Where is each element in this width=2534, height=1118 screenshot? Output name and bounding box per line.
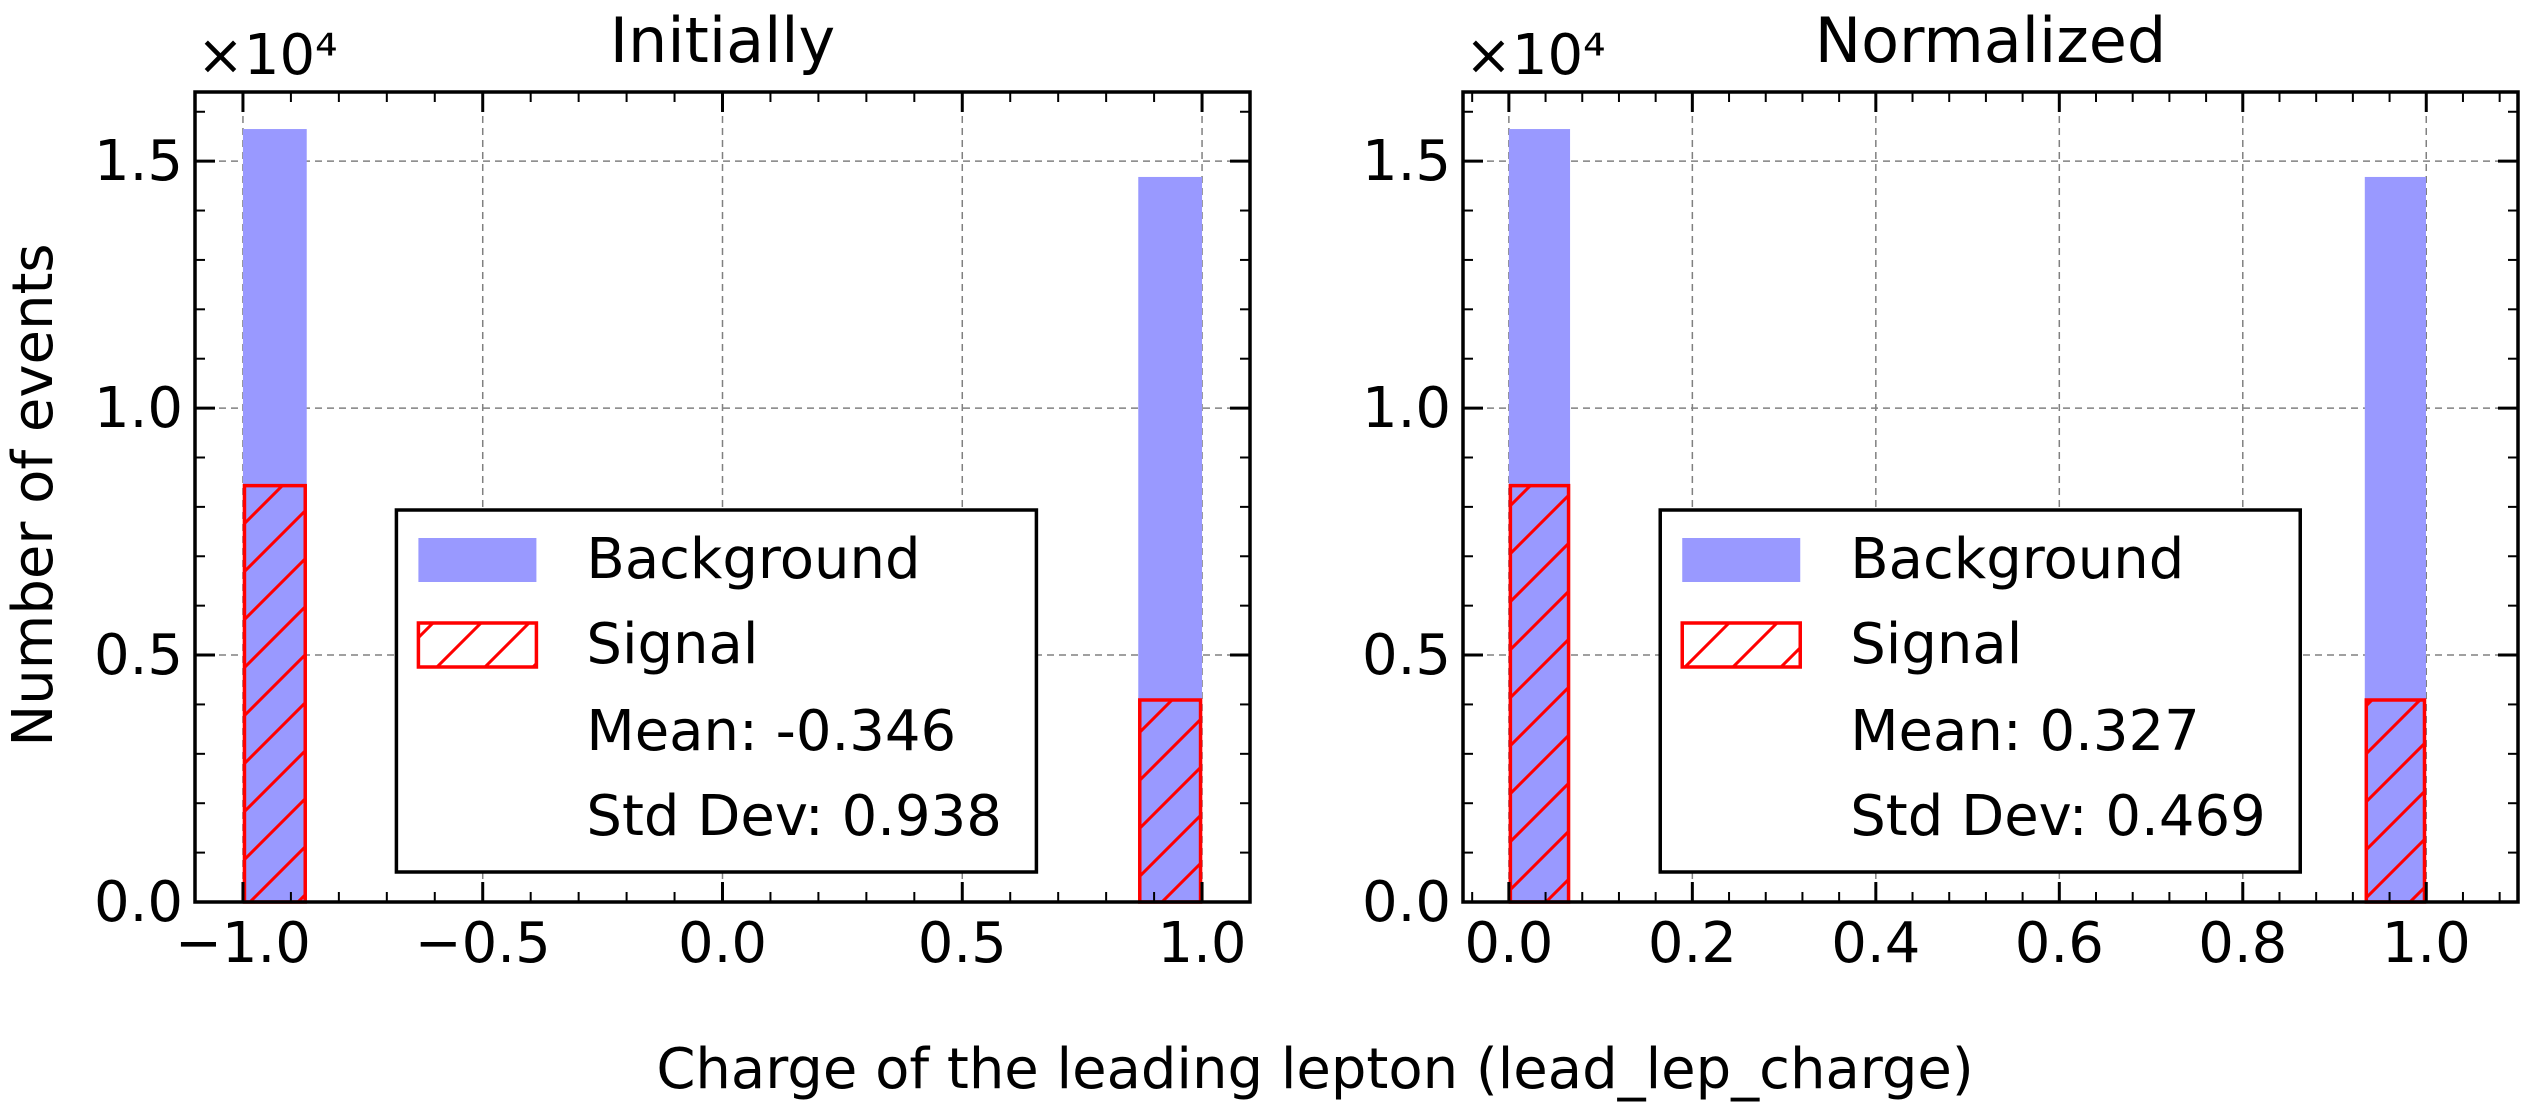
x-tick-label: 0.2: [1648, 911, 1737, 976]
x-tick-label: 0.0: [678, 911, 767, 976]
x-tick-label: 0.8: [2198, 911, 2287, 976]
y-tick-label: 1.0: [94, 376, 183, 441]
signal-bar: [1138, 698, 1203, 904]
legend-mean: Mean: 0.327: [1850, 699, 2200, 764]
y-tick-label: 0.0: [94, 870, 183, 935]
y-tick-label: 0.5: [1362, 623, 1451, 688]
legend-signal-swatch: [1680, 621, 1802, 669]
x-tick-label: −1.0: [175, 911, 311, 976]
panel-normalized: 0.0 0.2 0.4 0.6 0.8 1.0 0.0 0.5 1.0 1.5 Normalized…: [1362, 4, 2520, 976]
y-tick-label: 0.5: [94, 623, 183, 688]
y-tick-label: 1.0: [1362, 376, 1451, 441]
signal-bar: [242, 483, 307, 904]
legend-background-swatch: [1682, 538, 1801, 582]
y-tick-label: 1.5: [94, 129, 183, 194]
axes-frame: [1461, 90, 2520, 904]
legend-label: Background: [1850, 527, 2184, 592]
legend-label: Signal: [1850, 612, 2022, 677]
x-tick-label: 0.0: [1464, 911, 1553, 976]
x-tick-label: 0.6: [2015, 911, 2104, 976]
y-tick-label: 0.0: [1362, 870, 1451, 935]
legend-background-swatch: [418, 538, 537, 582]
legend-mean: Mean: -0.346: [586, 699, 956, 764]
x-tick-label: 0.5: [918, 911, 1007, 976]
legend-signal-swatch: [416, 621, 539, 669]
panel-title: Initially: [610, 4, 835, 77]
legend-label: Signal: [586, 612, 758, 677]
legend-std-dev: Std Dev: 0.469: [1850, 784, 2266, 849]
y-tick-label: 1.5: [1362, 129, 1451, 194]
x-tick-label: 1.0: [2382, 911, 2471, 976]
y-axis-multiplier: ×10⁴: [1465, 23, 1606, 88]
x-tick-label: −0.5: [415, 911, 551, 976]
panel-initially: −1.0 −0.5 0.0 0.5 1.0 0.0 0.5 1.0 1.5 Initially ×1…: [94, 4, 1252, 976]
panel-title: Normalized: [1815, 4, 2167, 77]
y-axis-multiplier: ×10⁴: [197, 23, 338, 88]
signal-bar: [1508, 483, 1571, 904]
y-axis-label: Number of events: [1, 243, 66, 746]
signal-bar: [2364, 698, 2427, 904]
legend-std-dev: Std Dev: 0.938: [586, 784, 1002, 849]
x-tick-label: 1.0: [1158, 911, 1247, 976]
x-tick-label: 0.4: [1831, 911, 1920, 976]
x-axis-label: Charge of the leading lepton (lead_lep_c…: [656, 1037, 1973, 1102]
legend-label: Background: [586, 527, 920, 592]
